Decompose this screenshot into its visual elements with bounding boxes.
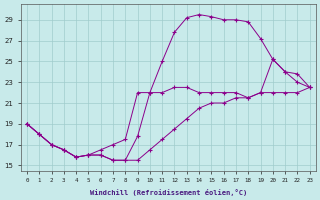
- X-axis label: Windchill (Refroidissement éolien,°C): Windchill (Refroidissement éolien,°C): [90, 189, 247, 196]
